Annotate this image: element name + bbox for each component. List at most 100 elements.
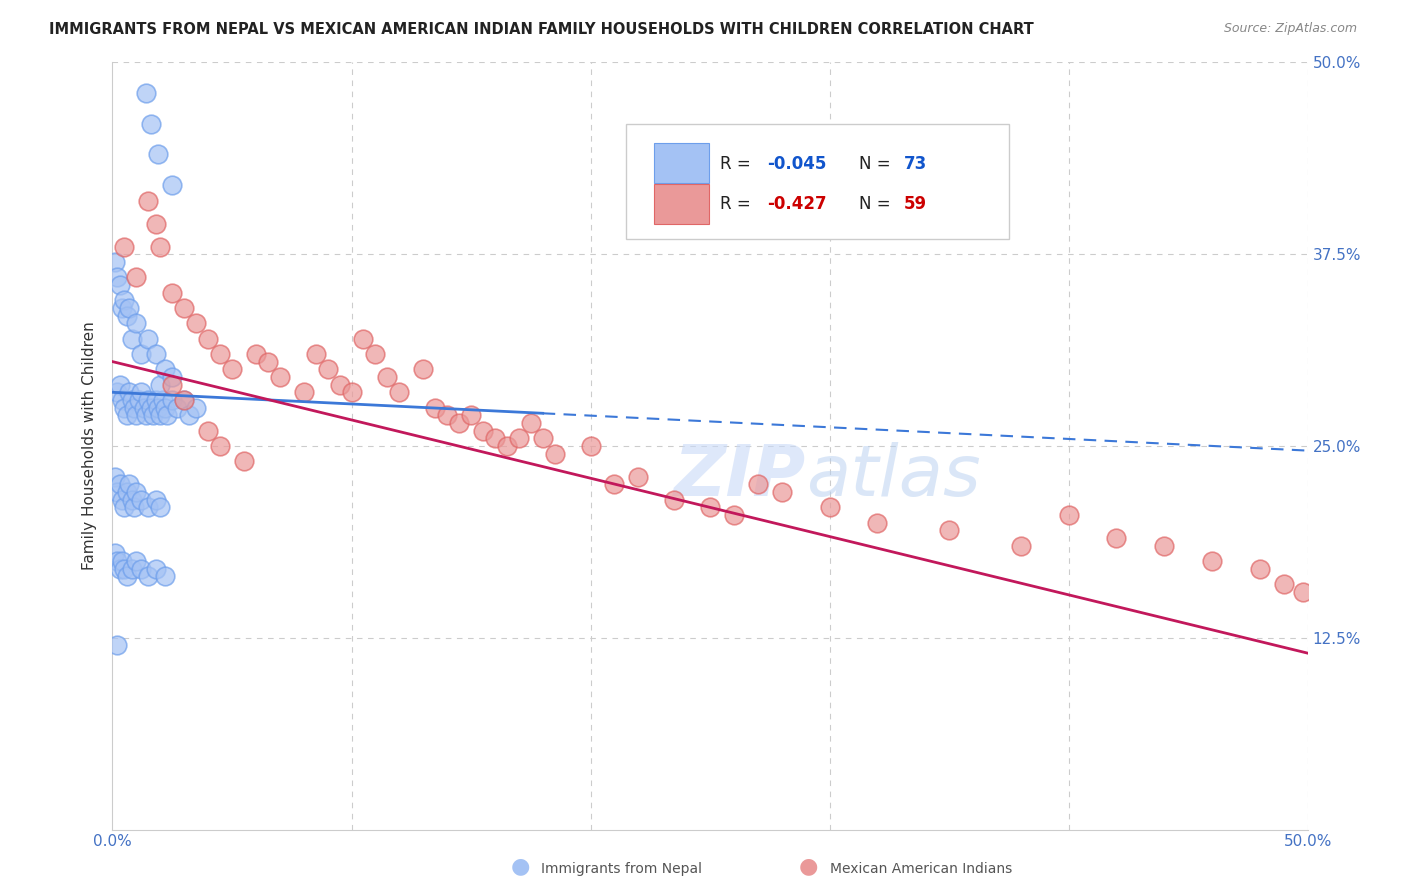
Point: [1201, 554, 1223, 568]
Point: [209, 439, 232, 453]
Point: [115, 309, 138, 323]
Text: -0.427: -0.427: [768, 194, 827, 212]
Point: [132, 401, 155, 415]
Point: [105, 485, 128, 500]
Point: [111, 301, 134, 315]
Point: [153, 401, 176, 415]
Point: [114, 293, 135, 308]
Point: [129, 562, 152, 576]
Point: [125, 409, 148, 423]
Point: [156, 409, 179, 423]
Point: [145, 217, 167, 231]
Point: [138, 500, 160, 515]
Point: [108, 277, 131, 292]
Point: [115, 569, 138, 583]
Point: [162, 392, 183, 407]
Text: N =: N =: [859, 154, 896, 173]
Point: [209, 347, 232, 361]
Point: [1105, 531, 1128, 545]
Point: [114, 500, 135, 515]
Point: [125, 554, 148, 568]
Point: [496, 439, 519, 453]
Point: [305, 347, 328, 361]
Point: [1010, 539, 1032, 553]
Point: [129, 385, 152, 400]
Point: [121, 562, 143, 576]
Point: [121, 332, 143, 346]
Point: [186, 316, 208, 330]
Point: [508, 431, 530, 445]
Point: [111, 392, 134, 407]
Point: [145, 347, 167, 361]
Point: [627, 469, 650, 483]
Point: [138, 569, 160, 583]
Point: [145, 492, 167, 507]
Point: [149, 500, 172, 515]
Point: [436, 409, 458, 423]
Point: [1057, 508, 1080, 522]
Text: Mexican American Indians: Mexican American Indians: [830, 862, 1012, 876]
Point: [221, 362, 243, 376]
Point: [139, 401, 162, 415]
Point: [145, 392, 167, 407]
Point: [472, 424, 495, 438]
Point: [153, 569, 176, 583]
FancyBboxPatch shape: [654, 143, 709, 183]
Point: [377, 370, 399, 384]
Point: [603, 477, 626, 491]
Point: [104, 546, 127, 560]
Text: N =: N =: [859, 194, 896, 212]
Point: [747, 477, 769, 491]
Point: [770, 485, 793, 500]
Y-axis label: Family Households with Children: Family Households with Children: [82, 322, 97, 570]
Point: [412, 362, 434, 376]
Text: ●: ●: [799, 856, 818, 876]
Point: [149, 239, 172, 253]
Point: [664, 492, 686, 507]
Point: [340, 385, 363, 400]
Point: [484, 431, 506, 445]
Point: [699, 500, 721, 515]
Point: [128, 392, 150, 407]
Point: [108, 477, 131, 491]
Point: [146, 147, 169, 161]
Point: [111, 492, 134, 507]
Point: [1272, 577, 1295, 591]
Point: [104, 255, 127, 269]
Point: [138, 194, 160, 208]
Point: [114, 401, 135, 415]
Point: [352, 332, 374, 346]
Point: [938, 524, 960, 538]
Point: [118, 385, 141, 400]
Point: [173, 392, 195, 407]
Point: [162, 370, 183, 384]
Point: [543, 447, 565, 461]
Point: [121, 492, 143, 507]
Point: [105, 270, 128, 285]
Point: [197, 424, 219, 438]
Point: [139, 117, 162, 131]
Point: [245, 347, 267, 361]
Point: [1153, 539, 1175, 553]
Point: [329, 377, 352, 392]
Point: [146, 401, 169, 415]
Point: [460, 409, 482, 423]
Point: [162, 377, 183, 392]
Point: [269, 370, 291, 384]
Point: [138, 392, 160, 407]
Point: [149, 409, 172, 423]
Point: [1292, 584, 1315, 599]
Text: -0.045: -0.045: [768, 154, 827, 173]
Point: [186, 401, 208, 415]
Text: 59: 59: [904, 194, 927, 212]
Point: [152, 392, 174, 407]
Text: R =: R =: [720, 154, 755, 173]
Text: IMMIGRANTS FROM NEPAL VS MEXICAN AMERICAN INDIAN FAMILY HOUSEHOLDS WITH CHILDREN: IMMIGRANTS FROM NEPAL VS MEXICAN AMERICA…: [49, 22, 1033, 37]
Point: [118, 477, 141, 491]
Point: [197, 332, 219, 346]
Point: [388, 385, 411, 400]
Point: [135, 409, 157, 423]
Point: [111, 554, 134, 568]
Point: [122, 500, 145, 515]
Point: [114, 562, 135, 576]
